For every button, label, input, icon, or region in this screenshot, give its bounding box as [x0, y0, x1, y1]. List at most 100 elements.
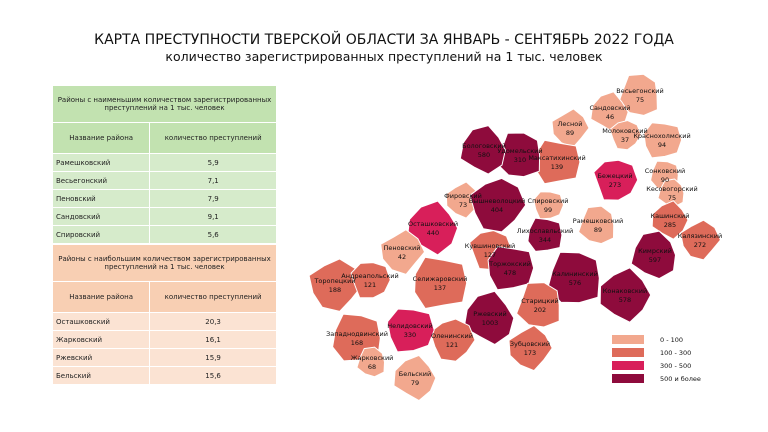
region-name: Бельский — [399, 370, 431, 378]
region — [459, 125, 506, 175]
column-header: Название района — [51, 281, 151, 313]
region — [414, 256, 468, 310]
subtitle: количество зарегистрированных преступлен… — [165, 49, 603, 64]
region — [630, 230, 677, 280]
region-name: Удомельский — [497, 147, 542, 155]
region-name: Зубцовский — [510, 340, 550, 348]
region-value: 310 — [514, 156, 526, 164]
header-row: Название района количество преступлений — [51, 122, 277, 154]
caption: Районы с наибольшим количеством зарегист… — [52, 244, 277, 282]
region-value: 597 — [649, 256, 661, 264]
legend-swatch — [612, 374, 644, 383]
table-row: Весьегонский 7,1 — [51, 171, 277, 190]
region-value: 173 — [524, 349, 536, 357]
region-name: Лихославльский — [517, 227, 573, 235]
region-value: 68 — [368, 363, 376, 371]
region — [643, 122, 683, 159]
region-name: Оленинский — [431, 332, 473, 340]
region-name: Спировский — [528, 197, 569, 205]
region — [463, 290, 515, 346]
region-name: Кувшиновский — [465, 242, 515, 250]
region-name: Сандовский — [589, 104, 630, 112]
region-name: Максатихинский — [528, 154, 585, 162]
region-name: Ржевский — [473, 310, 507, 318]
region — [380, 229, 426, 275]
cell-name: Спировский — [51, 225, 151, 244]
region-name: Фировский — [444, 192, 482, 200]
region — [516, 282, 560, 328]
region-value: 139 — [551, 163, 563, 171]
region-value: 73 — [459, 201, 467, 209]
region-value: 79 — [411, 379, 419, 387]
region-value: 273 — [609, 181, 621, 189]
region-name: Кашинский — [651, 212, 690, 220]
region — [429, 318, 476, 362]
region-name: Нелидовский — [387, 322, 433, 330]
region-name: Жарковский — [351, 354, 394, 362]
cell-name: Бельский — [51, 366, 151, 385]
region-name: Калининский — [552, 270, 598, 278]
region — [356, 346, 386, 378]
region-name: Пеновский — [384, 244, 421, 252]
region-name: Торопецкий — [313, 277, 355, 285]
region-value: 75 — [668, 194, 676, 202]
table-row: Спировский 5,6 — [51, 225, 277, 244]
region-value: 137 — [434, 284, 446, 292]
region — [533, 191, 565, 220]
region-value: 580 — [478, 151, 490, 159]
region-name: Вышневолоцкий — [469, 197, 526, 205]
title: КАРТА ПРЕСТУПНОСТИ ТВЕРСКОЙ ОБЛАСТИ ЗА Я… — [94, 32, 674, 48]
table-row: Пеновский 7,9 — [51, 189, 277, 208]
region-name: Калязинский — [678, 232, 723, 240]
region-value: 344 — [539, 236, 551, 244]
region-name: Лесной — [558, 120, 583, 128]
region-name: Торжокский — [488, 260, 531, 268]
region-value: 121 — [446, 341, 458, 349]
region-name: Старицкий — [521, 297, 558, 305]
legend-swatch — [612, 361, 644, 370]
region-name: Осташковский — [408, 220, 458, 228]
region-value: 168 — [351, 339, 363, 347]
region — [657, 178, 685, 208]
region-value: 90 — [661, 176, 669, 184]
region — [551, 108, 590, 148]
region — [386, 308, 435, 353]
region — [445, 181, 482, 219]
region-name: Весьегонский — [616, 87, 663, 95]
table-high: Районы с наибольшим количеством зарегист… — [51, 244, 277, 385]
region — [487, 246, 535, 291]
region-name: Рамешковский — [573, 217, 623, 225]
region-name: Кимрский — [638, 247, 672, 255]
column-header: количество преступлений — [149, 281, 277, 313]
region-value: 121 — [364, 281, 376, 289]
region-value: 478 — [504, 269, 516, 277]
region — [599, 267, 652, 323]
legend-label: 100 - 300 — [660, 349, 691, 357]
legend-swatch — [612, 335, 644, 344]
region-value: 285 — [664, 221, 676, 229]
region-value: 578 — [619, 296, 631, 304]
region-name: Западнодвинский — [326, 330, 388, 338]
region-name: Бологовский — [462, 142, 506, 150]
legend-label: 0 - 100 — [660, 336, 683, 344]
region-value: 330 — [404, 331, 416, 339]
region-value: 99 — [544, 206, 552, 214]
legend-swatch — [612, 348, 644, 357]
table-row: Ржевский 15,9 — [51, 348, 277, 367]
region-name: Конаковский — [603, 287, 648, 295]
region-value: 89 — [594, 226, 602, 234]
region-value: 127 — [484, 251, 496, 259]
region-name: Краснохолмский — [633, 132, 690, 140]
region-value: 440 — [427, 229, 439, 237]
region — [308, 258, 364, 312]
region — [578, 205, 615, 245]
region-value: 202 — [534, 306, 546, 314]
table-low: Районы с наименьшим количеством зарегист… — [51, 85, 277, 244]
region-name: Андреапольский — [341, 272, 398, 280]
region-value: 46 — [606, 113, 614, 121]
region-name: Кесовогорский — [646, 185, 697, 193]
legend-label: 300 - 500 — [660, 362, 691, 370]
region-value: 42 — [398, 253, 406, 261]
